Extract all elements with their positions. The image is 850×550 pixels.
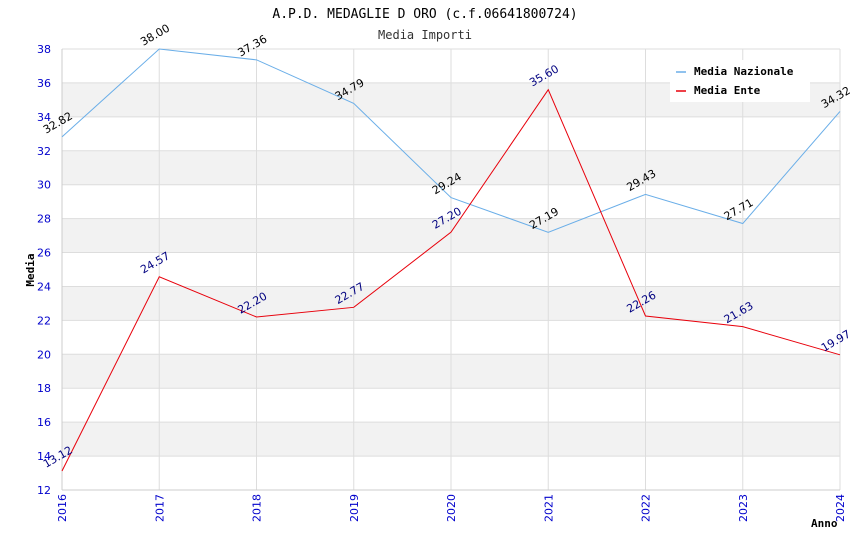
legend: Media Nazionale Media Ente	[670, 60, 810, 102]
y-tick-label: 20	[37, 348, 51, 361]
x-tick-label: 2024	[834, 494, 847, 522]
y-tick-label: 12	[37, 484, 51, 497]
series-line	[61, 48, 841, 233]
y-tick-label: 16	[37, 416, 51, 429]
legend-label-ente: Media Ente	[694, 84, 761, 97]
x-tick-label: 2016	[56, 494, 69, 522]
x-tick-label: 2021	[542, 494, 555, 522]
plot-background	[61, 48, 841, 491]
x-tick-label: 2022	[640, 494, 653, 522]
y-tick-label: 18	[37, 382, 51, 395]
x-tick-label: 2019	[348, 494, 361, 522]
y-tick-label: 30	[37, 179, 51, 192]
x-axis-ticks: 2016 2017 2018 2019 2020 2021 2022 2023 2024	[56, 494, 847, 522]
x-axis-title: Anno	[811, 517, 838, 530]
x-tick-label: 2018	[251, 494, 264, 522]
y-axis-ticks: 12 14 16 18 20 22 24 26 28 30 32 34 36 38	[37, 43, 51, 497]
y-tick-label: 28	[37, 213, 51, 226]
y-tick-label: 22	[37, 314, 51, 327]
y-tick-label: 38	[37, 43, 51, 56]
series-line	[61, 88, 841, 472]
y-tick-label: 36	[37, 77, 51, 90]
data-label: 38.00	[138, 22, 172, 49]
chart-subtitle: Media Importi	[378, 28, 472, 42]
y-tick-label: 32	[37, 145, 51, 158]
y-tick-label: 34	[37, 111, 51, 124]
series-lines	[61, 48, 841, 472]
y-axis-title: Media	[24, 253, 37, 286]
y-tick-label: 14	[37, 450, 51, 463]
y-tick-label: 24	[37, 280, 51, 293]
x-tick-label: 2017	[153, 494, 166, 522]
x-tick-label: 2023	[737, 494, 750, 522]
x-tick-label: 2020	[445, 494, 458, 522]
y-tick-label: 26	[37, 247, 51, 260]
legend-box	[670, 60, 810, 102]
legend-label-nazionale: Media Nazionale	[694, 65, 794, 78]
chart-title: A.P.D. MEDAGLIE D ORO (c.f.06641800724)	[272, 7, 577, 22]
